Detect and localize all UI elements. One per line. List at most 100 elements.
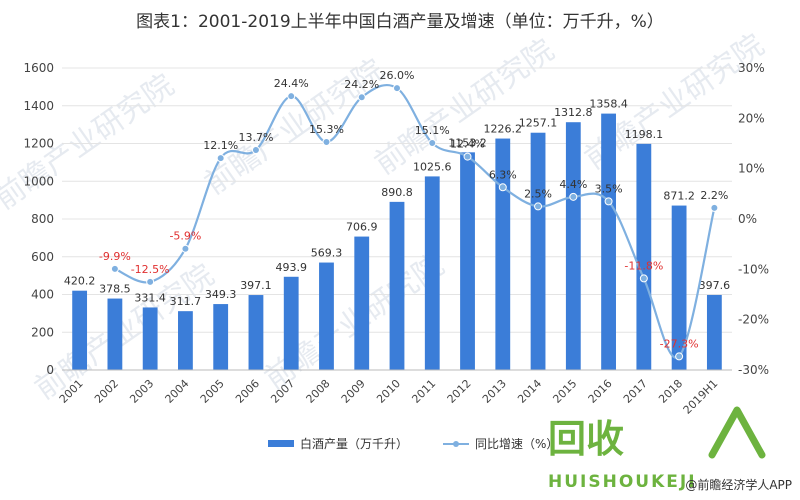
x-tick-label: 2018 — [656, 377, 685, 406]
bar-2004 — [178, 311, 193, 370]
rate-point-2012 — [463, 152, 472, 161]
watermark-text: 前瞻产业研究院 — [199, 53, 391, 202]
bar-value-label: 1153.2 — [448, 136, 487, 149]
bar-2002 — [107, 298, 123, 370]
bar-2018 — [671, 205, 687, 370]
x-tick-label: 2004 — [163, 377, 192, 406]
y-left-tick-label: 400 — [31, 288, 54, 302]
x-tick-label: 2009 — [339, 377, 368, 406]
y-right-tick-label: 10% — [738, 162, 765, 176]
rate-value-label: 15.3% — [309, 123, 344, 136]
bar-2010 — [389, 201, 405, 370]
x-tick-label: 2019H1 — [681, 377, 721, 417]
rate-point-2018 — [675, 352, 684, 361]
x-tick-label: 2013 — [480, 377, 509, 406]
rate-value-label: -5.9% — [169, 230, 201, 243]
y-left-tick-label: 600 — [31, 250, 54, 264]
y-right-tick-label: 0% — [738, 212, 757, 226]
bar-2009 — [354, 236, 370, 370]
bar-value-label: 1226.2 — [484, 123, 523, 136]
bar-value-label: 349.3 — [205, 288, 237, 301]
rate-point-2011 — [428, 138, 437, 147]
rate-point-2019H1 — [710, 203, 719, 212]
x-tick-label: 2012 — [445, 377, 474, 406]
bar-value-label: 378.5 — [99, 283, 131, 296]
rate-point-2008 — [322, 137, 331, 146]
line-series — [110, 83, 719, 361]
x-tick-label: 2011 — [409, 377, 438, 406]
y-left-tick-label: 1400 — [23, 99, 54, 113]
logo-mark-icon — [708, 406, 766, 459]
rate-point-2010 — [393, 84, 401, 93]
bar-2011 — [424, 176, 440, 370]
rate-point-2016 — [604, 197, 613, 206]
legend-line-label: 同比增速（%） — [475, 437, 558, 451]
x-tick-label: 2015 — [550, 377, 579, 406]
y-left-tick-label: 1600 — [23, 61, 54, 75]
bar-2007 — [283, 276, 299, 370]
bar-value-label: 1025.6 — [413, 160, 452, 173]
bar-value-label: 397.1 — [240, 279, 272, 292]
rate-value-label: 2.2% — [700, 189, 728, 202]
rate-value-label: 3.5% — [595, 182, 623, 195]
legend: 白酒产量（万千升） 同比增速（%） — [268, 436, 558, 451]
rate-point-2009 — [357, 93, 366, 102]
y-left-tick-label: 800 — [31, 212, 54, 226]
x-tick-label: 2017 — [621, 377, 650, 406]
rate-point-2005 — [216, 154, 225, 163]
bar-2003 — [142, 307, 158, 370]
rate-point-2006 — [251, 146, 260, 155]
credit: @前瞻经济学人APP — [685, 477, 792, 492]
y-axis-left: 0 200 400 600 800 1000 1200 1400 1600 — [23, 61, 54, 377]
bar-value-label: 890.8 — [381, 186, 413, 199]
y-left-tick-label: 1000 — [23, 174, 54, 188]
rate-value-label: 12.1% — [203, 139, 238, 152]
y-axis-right: -30% -20% -10% 0% 10% 20% 30% — [738, 61, 769, 377]
rate-point-2002 — [110, 264, 119, 273]
logo-watermark: 回收 HUISHOUKEJI — [548, 406, 766, 492]
y-right-tick-label: -30% — [738, 363, 769, 377]
rate-point-2003 — [146, 277, 155, 286]
bar-value-label: 706.9 — [346, 221, 378, 234]
rate-value-label: 12.4% — [450, 138, 485, 151]
y-right-tick-label: -10% — [738, 262, 769, 276]
bar-2015 — [565, 122, 581, 370]
bar-value-label: 420.2 — [64, 275, 96, 288]
bar-value-label: 1312.8 — [554, 106, 593, 119]
y-right-tick-label: 30% — [738, 61, 765, 75]
bar-2019H1 — [706, 294, 722, 370]
bar-value-label: 1358.4 — [589, 98, 628, 111]
rate-value-label: 15.1% — [415, 124, 450, 137]
x-tick-label: 2014 — [515, 377, 544, 406]
chart-title: 图表1：2001-2019上半年中国白酒产量及增速（单位：万千升，%） — [136, 12, 664, 32]
bar-value-label: 493.9 — [275, 261, 307, 274]
x-tick-label: 2005 — [198, 377, 227, 406]
bar-2008 — [319, 262, 334, 370]
rate-point-2004 — [181, 244, 190, 253]
bar-value-label: 1198.1 — [625, 128, 664, 141]
y-left-tick-label: 200 — [31, 325, 54, 339]
rate-point-2015 — [569, 192, 578, 201]
x-axis: 2001 2002 2003 2004 2005 2006 2007 2008 2009 2010… — [57, 369, 732, 417]
logo-big-text: 回收 — [548, 417, 624, 461]
bar-value-label: 311.7 — [170, 295, 202, 308]
rate-point-2007 — [287, 92, 296, 101]
bar-value-label: 331.4 — [134, 291, 166, 304]
bar-2017 — [636, 143, 652, 370]
x-tick-label: 2006 — [233, 377, 262, 406]
rate-point-2014 — [534, 202, 543, 211]
bar-value-label: 569.3 — [311, 247, 343, 260]
rate-value-label: 13.7% — [238, 131, 273, 144]
legend-bar-label: 白酒产量（万千升） — [300, 436, 408, 451]
rate-value-label: 2.5% — [524, 187, 552, 200]
y-right-tick-label: 20% — [738, 111, 765, 125]
legend-bar-swatch — [268, 440, 294, 447]
rate-value-label: 24.4% — [274, 77, 309, 90]
rate-value-label: 6.3% — [489, 168, 517, 181]
rate-point-2017 — [639, 274, 648, 283]
bar-2016 — [601, 113, 616, 371]
rate-value-label: 4.4% — [559, 178, 587, 191]
rate-value-label: 24.2% — [344, 78, 379, 91]
x-tick-label: 2003 — [127, 377, 156, 406]
rate-value-label: 26.0% — [380, 69, 415, 82]
